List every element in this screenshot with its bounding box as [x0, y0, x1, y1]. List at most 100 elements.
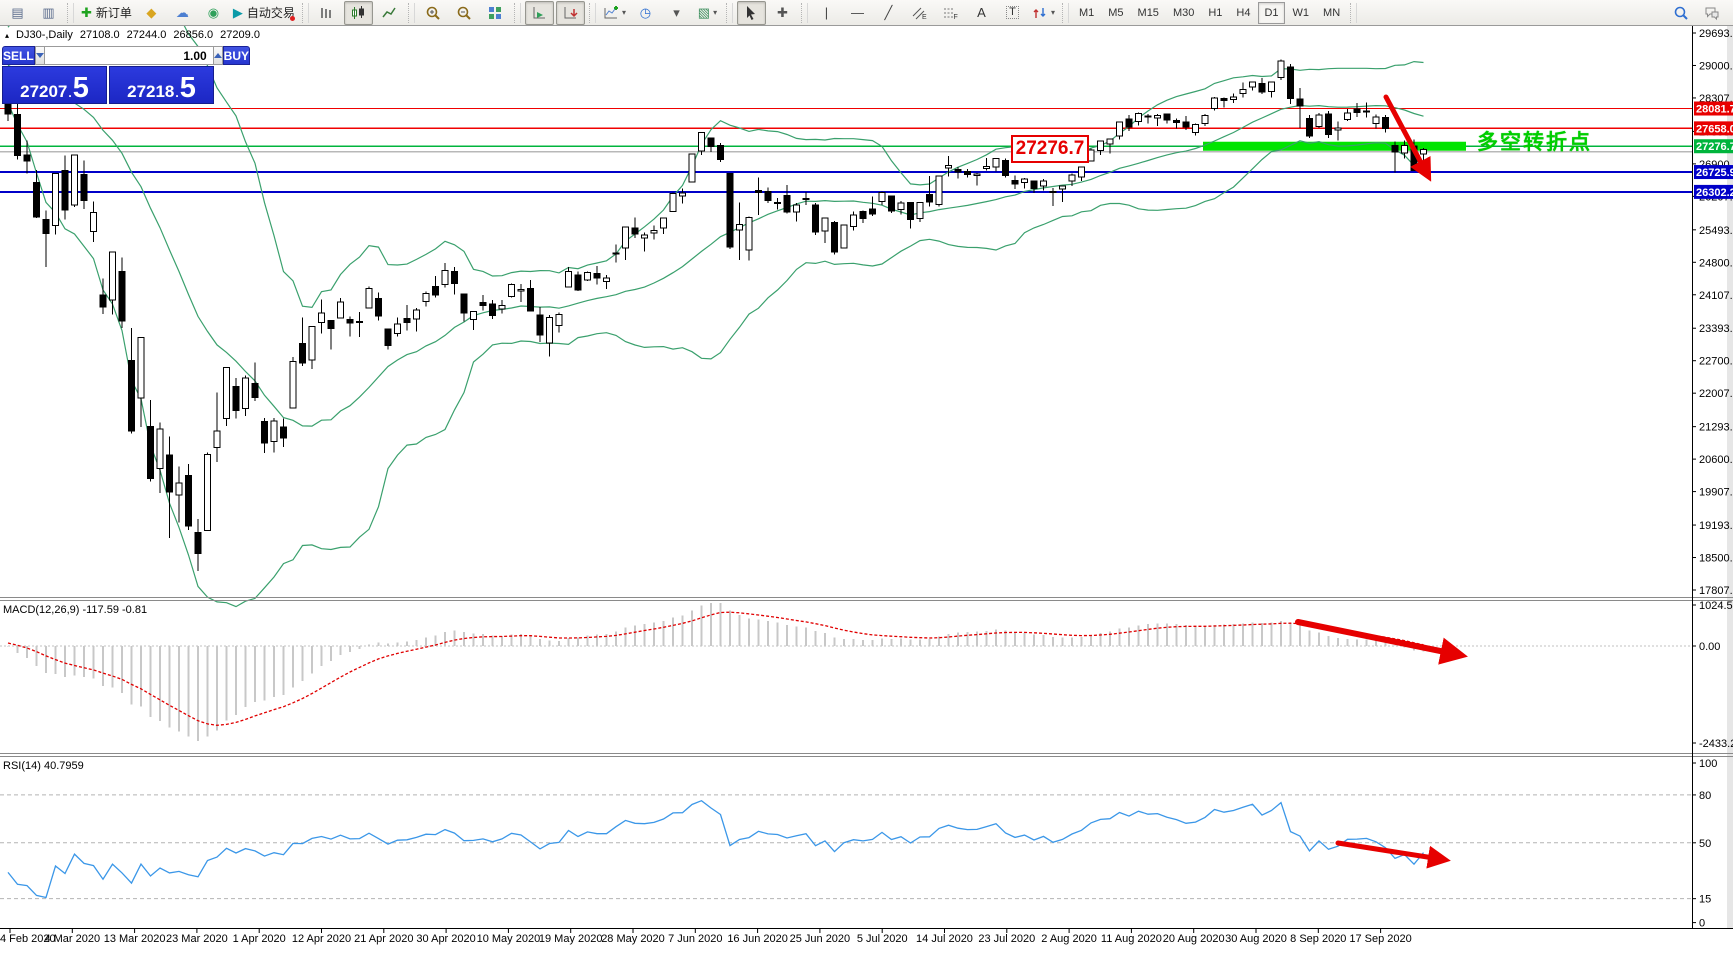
- sell-button[interactable]: SELL: [2, 46, 35, 65]
- svg-text:2 Aug 2020: 2 Aug 2020: [1041, 933, 1097, 945]
- right-scroll-strip[interactable]: [1727, 26, 1733, 928]
- arrows-button[interactable]: ▾: [1029, 1, 1058, 25]
- collapse-marker-icon[interactable]: ▴: [5, 30, 10, 40]
- timeframe-h1[interactable]: H1: [1208, 6, 1223, 19]
- bar-chart-icon: [321, 7, 332, 18]
- toolbar-separator: [588, 2, 596, 23]
- candlestick-chart-button[interactable]: [343, 0, 373, 25]
- cursor-icon: [747, 5, 756, 20]
- bearish-arrow-rsi[interactable]: [1335, 840, 1451, 869]
- timeframe-w1[interactable]: W1: [1292, 6, 1310, 19]
- period-button[interactable]: ◷: [631, 1, 660, 25]
- cursor-button[interactable]: [736, 0, 766, 25]
- timeframe-d1[interactable]: D1: [1258, 1, 1285, 24]
- bollinger-upper: [7, 26, 1424, 309]
- template-icon: ▧: [697, 5, 711, 20]
- macd-histogram: [7, 603, 1425, 741]
- chart-shift-button[interactable]: [555, 0, 585, 25]
- timeframe-m30[interactable]: M30: [1172, 6, 1195, 19]
- svg-text:19 May 2020: 19 May 2020: [539, 933, 603, 945]
- templates-button[interactable]: ▧ ▾: [693, 1, 722, 25]
- volume-decrease-button[interactable]: [34, 46, 45, 65]
- label-button[interactable]: T: [998, 1, 1027, 25]
- svg-text:18500.0: 18500.0: [1699, 553, 1733, 565]
- text-button[interactable]: A: [967, 1, 996, 25]
- price-axis[interactable]: 29693.029000.028307.027593.026900.026207…: [1692, 28, 1733, 930]
- timeframe-h4[interactable]: H4: [1236, 6, 1251, 19]
- periods-dropdown-button[interactable]: ▾: [662, 1, 691, 25]
- turning-point-zone[interactable]: [1203, 141, 1466, 151]
- bar-chart-button[interactable]: [313, 1, 342, 25]
- svg-text:28 May 2020: 28 May 2020: [601, 933, 665, 945]
- styler-button[interactable]: ◆: [137, 1, 166, 25]
- svg-text:26302.2: 26302.2: [1696, 187, 1733, 199]
- new-order-button[interactable]: ✚ 新订单: [78, 1, 135, 25]
- bollinger-lower: [7, 103, 1424, 608]
- svg-text:21293.0: 21293.0: [1699, 422, 1733, 434]
- zoom-in-button[interactable]: [419, 1, 448, 25]
- support-price-label[interactable]: 27276.7: [1011, 135, 1089, 163]
- bearish-arrow-macd[interactable]: [1295, 619, 1468, 665]
- vline-button[interactable]: |: [812, 1, 841, 25]
- line-chart-button[interactable]: [375, 1, 404, 25]
- timeframe-mn[interactable]: MN: [1323, 6, 1341, 19]
- tile-windows-button[interactable]: [481, 1, 510, 25]
- svg-text:7 Jun 2020: 7 Jun 2020: [668, 933, 722, 945]
- svg-text:23393.0: 23393.0: [1699, 323, 1733, 335]
- market-watch-button[interactable]: ▤: [3, 1, 32, 25]
- buy-price-frac: 5: [179, 71, 196, 104]
- svg-text:22007.0: 22007.0: [1699, 388, 1733, 400]
- new-order-icon: ✚: [81, 5, 92, 20]
- volume-input[interactable]: [44, 46, 213, 65]
- svg-text:17807.0: 17807.0: [1699, 585, 1733, 597]
- text-label-icon: T: [1006, 6, 1019, 19]
- hline-button[interactable]: —: [843, 1, 872, 25]
- timeframe-m15[interactable]: M15: [1137, 6, 1159, 19]
- toolbar-separator: [725, 2, 733, 23]
- buy-button[interactable]: BUY: [222, 46, 251, 65]
- svg-text:15: 15: [1699, 894, 1711, 906]
- auto-scroll-button[interactable]: [524, 0, 554, 25]
- fibonacci-button[interactable]: F: [936, 1, 965, 25]
- community-button[interactable]: ☁: [168, 1, 197, 25]
- indicators-button[interactable]: ▾: [600, 1, 629, 25]
- autotrade-button[interactable]: ▶ 自动交易: [230, 1, 298, 25]
- trendline-button[interactable]: ╱: [874, 1, 903, 25]
- chat-button[interactable]: [1697, 1, 1726, 25]
- candles[interactable]: [4, 59, 1428, 572]
- svg-text:80: 80: [1699, 790, 1711, 802]
- timeframe-m1[interactable]: M1: [1078, 6, 1095, 19]
- chevron-down-icon: ▾: [713, 8, 718, 17]
- horizontal-lines[interactable]: [0, 107, 1692, 193]
- price-chart-canvas[interactable]: MACD(12,26,9) -117.59 -0.81 RSI(14) 40.79…: [0, 26, 1733, 954]
- strategy-tester-button[interactable]: ▥: [34, 1, 63, 25]
- toolbar-separator: [407, 2, 415, 23]
- svg-text:1024.52: 1024.52: [1699, 600, 1733, 612]
- volume-increase-button[interactable]: [212, 46, 223, 65]
- svg-text:13 Mar 2020: 13 Mar 2020: [104, 933, 166, 945]
- candlestick-icon: [352, 5, 365, 19]
- zoom-out-button[interactable]: [450, 1, 479, 25]
- sell-price[interactable]: 27207. 5: [2, 66, 107, 104]
- high-value: 27244.0: [126, 29, 167, 41]
- toolbar-separator: [800, 2, 808, 23]
- svg-text:20 Aug 2020: 20 Aug 2020: [1163, 933, 1225, 945]
- toolbar-group: | — ╱ E F A T ▾: [811, 0, 1059, 26]
- toolbar-separator: [1350, 2, 1358, 23]
- vertical-line-icon: |: [824, 5, 829, 20]
- crosshair-button[interactable]: ✚: [768, 1, 797, 25]
- add-indicator-icon: [604, 5, 618, 18]
- search-button[interactable]: [1666, 1, 1695, 25]
- svg-text:4 Feb 2020: 4 Feb 2020: [0, 933, 56, 945]
- bearish-arrow-main[interactable]: [1383, 94, 1432, 182]
- buy-price[interactable]: 27218. 5: [109, 66, 214, 104]
- chart-shift-icon: [564, 6, 578, 18]
- zoom-out-icon: [458, 6, 472, 20]
- timeframe-m5[interactable]: M5: [1108, 6, 1124, 19]
- turning-point-note[interactable]: 多空转折点: [1477, 131, 1592, 154]
- signals-button[interactable]: ◉: [199, 1, 228, 25]
- triangle-up-icon: [213, 53, 222, 58]
- svg-text:11 Aug 2020: 11 Aug 2020: [1101, 933, 1162, 945]
- channel-button[interactable]: E: [905, 1, 934, 25]
